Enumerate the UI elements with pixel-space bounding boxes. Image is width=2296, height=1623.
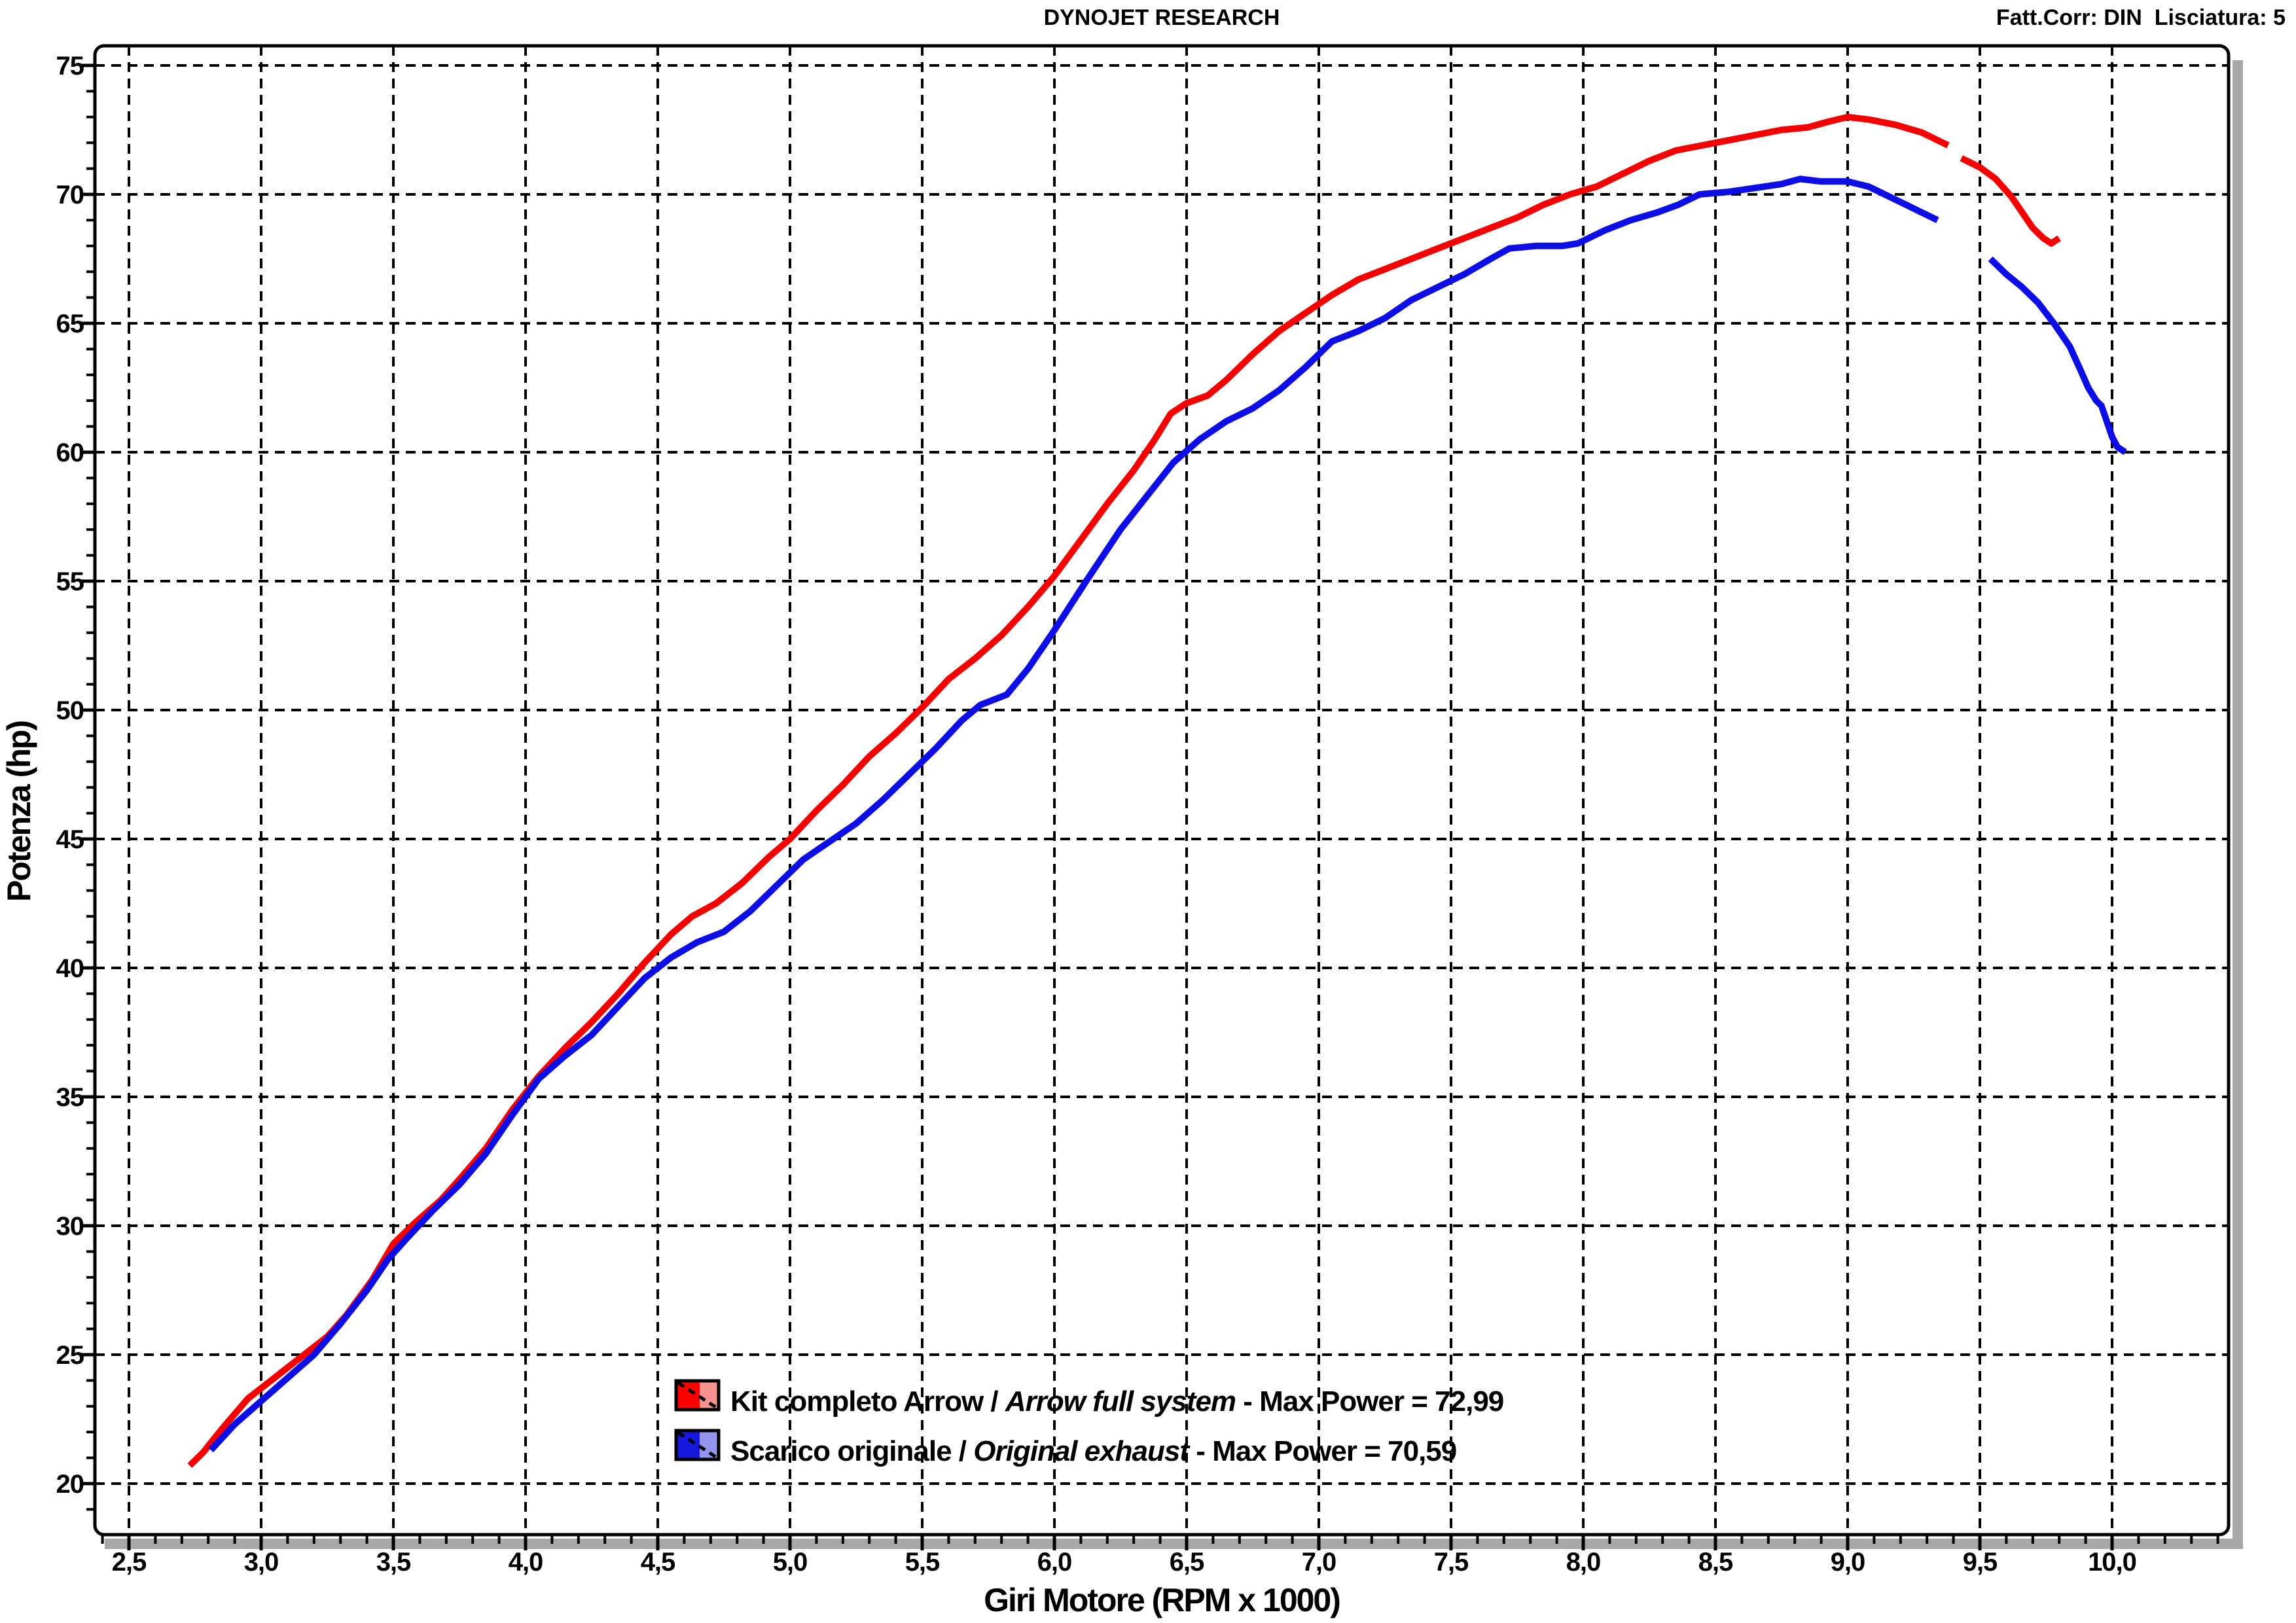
- legend-swatch-diagonal: [677, 1431, 718, 1459]
- original-exhaust-curve: [1988, 256, 2127, 455]
- y-tick-label: 25: [56, 1341, 84, 1370]
- plot-frame: [93, 44, 2231, 1537]
- x-axis-title: Giri Motore (RPM x 1000): [984, 1582, 1340, 1618]
- axis-ticks: [81, 63, 2219, 1550]
- plot-shadow: [105, 60, 2243, 1549]
- legend-label: Scarico originale / Original exhaust - M…: [730, 1435, 1456, 1467]
- x-tick-label: 5,0: [773, 1548, 808, 1577]
- y-tick-label: 35: [56, 1083, 84, 1112]
- chart-title: DYNOJET RESEARCH: [1043, 5, 1280, 30]
- x-tick-label: 4,5: [641, 1548, 675, 1577]
- legend-swatch-border: [674, 1379, 721, 1412]
- legend-swatch-right: [700, 1381, 719, 1410]
- y-tick-label: 75: [56, 52, 84, 80]
- legend-name-translation: Original exhaust: [973, 1435, 1191, 1467]
- x-tick-label: 5,5: [905, 1548, 940, 1577]
- legend-max-power: - Max Power = 72,99: [1236, 1385, 1503, 1418]
- x-tick-label: 3,0: [244, 1548, 279, 1577]
- x-tick-label: 2,5: [112, 1548, 147, 1577]
- y-tick-label: 20: [56, 1470, 84, 1499]
- plot-border: [93, 44, 2231, 1537]
- y-tick-label: 60: [56, 438, 84, 467]
- x-tick-label: 7,5: [1434, 1548, 1469, 1577]
- x-tick-label: 8,0: [1566, 1548, 1601, 1577]
- legend-name: Scarico originale /: [730, 1435, 973, 1467]
- gridlines: [95, 46, 2229, 1535]
- legend-swatch-border: [674, 1429, 721, 1461]
- correction-factor-label: Fatt.Corr: DIN Lisciatura: 5: [1996, 5, 2286, 30]
- y-tick-label: 50: [56, 696, 84, 725]
- x-tick-label: 8,5: [1698, 1548, 1733, 1577]
- x-tick-label: 10,0: [2088, 1548, 2136, 1577]
- legend-max-power: - Max Power = 70,59: [1189, 1435, 1456, 1467]
- y-tick-label: 30: [56, 1212, 84, 1241]
- y-tick-label: 40: [56, 954, 84, 983]
- legend-item-original-exhaust: Scarico originale / Original exhaust - M…: [674, 1429, 1457, 1467]
- arrow-full-system-curve: [1960, 155, 2061, 247]
- arrow-full-system-curve: [187, 113, 1950, 1468]
- x-tick-label: 7,0: [1302, 1548, 1336, 1577]
- y-tick-label: 45: [56, 825, 84, 854]
- y-axis-title: Potenza (hp): [1, 721, 37, 902]
- legend-name: Kit completo Arrow /: [730, 1385, 1005, 1418]
- y-tick-label: 55: [56, 567, 84, 596]
- x-tick-label: 9,5: [1963, 1548, 1998, 1577]
- legend-swatch-right: [700, 1431, 719, 1459]
- x-tick-label: 9,0: [1831, 1548, 1865, 1577]
- x-tick-label: 6,5: [1170, 1548, 1204, 1577]
- legend: Kit completo Arrow / Arrow full system -…: [674, 1379, 1504, 1467]
- y-tick-label: 65: [56, 310, 84, 338]
- legend-swatch-diagonal: [677, 1381, 718, 1410]
- original-exhaust-curve: [208, 175, 1939, 1453]
- plot-drop-shadow: [105, 60, 2243, 1549]
- tick-labels: 2,5 3,0 3,5 4,0 4,5 5,0 5,5 6,0 6,5 7,0 7,5 8,0 8,5 9…: [56, 52, 2137, 1577]
- y-tick-label: 70: [56, 181, 84, 209]
- legend-name-translation: Arrow full system: [1005, 1385, 1236, 1418]
- legend-item-arrow-full-system: Kit completo Arrow / Arrow full system -…: [674, 1379, 1504, 1418]
- x-tick-label: 3,5: [376, 1548, 411, 1577]
- x-tick-label: 6,0: [1037, 1548, 1072, 1577]
- power-curves: [187, 113, 2127, 1468]
- x-tick-label: 4,0: [509, 1548, 543, 1577]
- legend-label: Kit completo Arrow / Arrow full system -…: [730, 1385, 1503, 1418]
